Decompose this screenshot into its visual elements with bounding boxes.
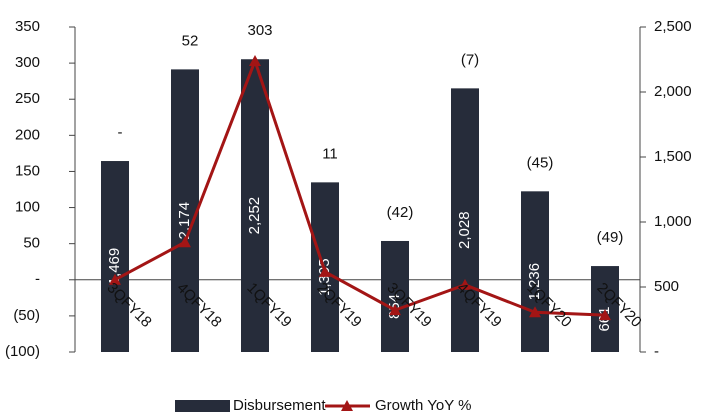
growth-line [114,56,606,317]
bar-value-label: 1,305 [316,258,333,296]
y-tick-label: 200 [15,126,40,143]
growth-value-label: (7) [461,51,479,68]
bar [591,266,619,352]
growth-value-label: 303 [247,22,272,39]
bar-value-label: 1,469 [106,248,123,286]
bar [381,240,409,352]
y-tick-label: 100 [15,199,40,216]
growth-marker [319,265,331,277]
growth-marker [249,54,261,66]
growth-marker [459,278,471,290]
growth-marker [389,304,401,316]
y-tick-label: - [35,271,40,288]
y-tick-label: 150 [15,162,40,179]
growth-value-label: - [118,124,123,141]
y2-tick-label: 500 [654,278,679,295]
bar [101,161,129,352]
y2-tick-label: 1,000 [654,213,692,230]
growth-marker [529,306,541,318]
y2-tick-label: 1,500 [654,148,692,165]
legend-label: Disbursement [233,397,326,414]
y2-tick-label: 2,000 [654,83,692,100]
bar [521,191,549,352]
growth-value-label: 52 [182,32,199,49]
growth-value-label: (49) [597,229,624,246]
y-tick-label: (50) [13,307,40,324]
bar [171,69,199,352]
y-tick-label: 350 [15,18,40,35]
y2-tick-label: - [654,343,659,360]
y-tick-label: 250 [15,90,40,107]
bar-value-label: 2,174 [176,202,193,240]
growth-marker [179,236,191,248]
y2-tick-label: 2,500 [654,18,692,35]
bar-value-label: 2,252 [246,197,263,235]
bar [241,59,269,353]
growth-value-label: (45) [527,154,554,171]
legend-label: Growth YoY % [375,397,471,414]
y-tick-label: 300 [15,54,40,71]
y-tick-label: 50 [23,235,40,252]
legend-marker [341,400,353,411]
growth-value-label: 11 [322,145,338,162]
growth-value-label: (42) [387,204,414,221]
growth-marker [599,309,611,321]
bar [451,88,479,353]
bar-value-label: 2,028 [456,211,473,249]
growth-marker [109,273,121,285]
legend-swatch [175,400,230,412]
y-tick-label: (100) [5,343,40,360]
bar-value-label: 1,236 [526,263,543,301]
